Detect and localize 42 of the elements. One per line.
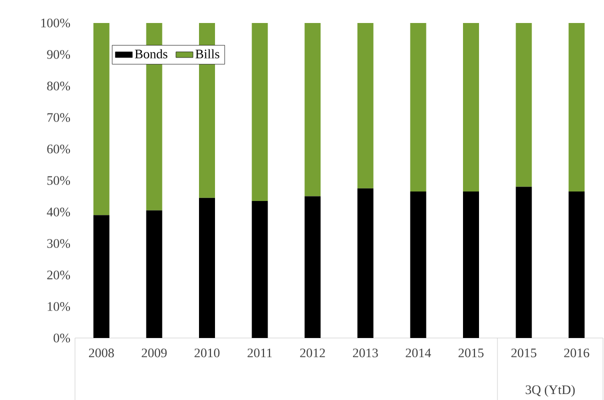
x-tick-label: 2012	[300, 348, 325, 358]
text: 3Q (YtD)	[526, 384, 575, 397]
x-tick-label: 2009	[142, 348, 167, 358]
bar	[516, 22, 532, 187]
y-tick-label: 20%	[47, 270, 70, 280]
legend-label: Bonds	[134, 49, 168, 58]
y-tick-label: 90%	[47, 50, 70, 59]
bar	[304, 22, 321, 196]
x-tick-label: 2013	[352, 348, 378, 358]
x-tick-label: 2014	[406, 348, 432, 358]
bar	[357, 188, 374, 338]
y-tick-label: 100%	[41, 18, 70, 28]
bar	[146, 210, 162, 338]
y-tick-label: 60%	[47, 144, 70, 154]
bar	[252, 22, 268, 201]
y-tick-label: 0%	[54, 334, 70, 342]
bar	[568, 192, 585, 338]
bar	[516, 186, 532, 338]
bar	[463, 22, 480, 192]
bar	[463, 192, 480, 338]
bar	[568, 22, 585, 192]
x-tick-label: 2008	[88, 348, 114, 358]
legend-label: Bills	[196, 49, 220, 58]
y-tick-label: 50%	[47, 176, 70, 185]
x-tick-label: 2011	[248, 348, 272, 358]
y-tick-label: 70%	[47, 113, 70, 122]
y-tick-label: 10%	[48, 302, 70, 311]
bar	[199, 198, 216, 338]
bar	[410, 22, 426, 192]
bar	[252, 200, 268, 338]
y-tick-label: 30%	[47, 239, 70, 248]
bar	[93, 22, 110, 216]
x-tick-label: 2015	[511, 348, 536, 358]
x-tick-label: 2015	[458, 348, 484, 358]
y-tick-label: 40%	[46, 208, 70, 216]
bar	[357, 22, 374, 188]
bar	[304, 196, 321, 338]
x-tick-label: 2016	[564, 348, 590, 358]
bar	[410, 192, 426, 338]
y-tick-label: 80%	[47, 82, 70, 90]
x-tick-label: 2010	[194, 348, 220, 358]
bar	[93, 215, 110, 338]
